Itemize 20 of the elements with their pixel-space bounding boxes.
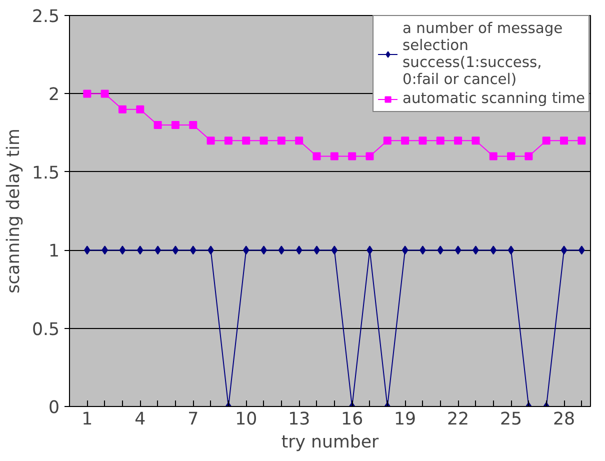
x-tick-label: 10	[235, 410, 258, 430]
x-tick-label: 22	[447, 410, 470, 430]
x-tick-label: 28	[552, 410, 576, 430]
x-tick-label: 16	[341, 410, 364, 430]
y-tick-label: 0	[48, 398, 60, 418]
legend-label: automatic scanning time	[402, 90, 585, 107]
x-axis-title: try number	[281, 432, 380, 452]
y-tick-label: 1	[48, 242, 60, 262]
x-tick-label: 19	[394, 410, 416, 430]
x-tick-label: 4	[134, 410, 146, 430]
legend-label: a number of message selection success(1:success, 0:fail or cancel)	[402, 20, 563, 88]
y-axis-title: scanning delay tim	[4, 128, 24, 294]
x-tick-label: 7	[188, 410, 199, 430]
x-tick-label: 25	[500, 410, 522, 430]
y-tick-label: 0.5	[32, 320, 60, 340]
x-tick-label: 1	[82, 410, 93, 430]
x-tick-label: 13	[288, 410, 310, 430]
y-tick-label: 2.5	[32, 7, 60, 27]
y-tick-label: 1.5	[32, 163, 60, 184]
y-tick-label: 2	[48, 85, 60, 106]
